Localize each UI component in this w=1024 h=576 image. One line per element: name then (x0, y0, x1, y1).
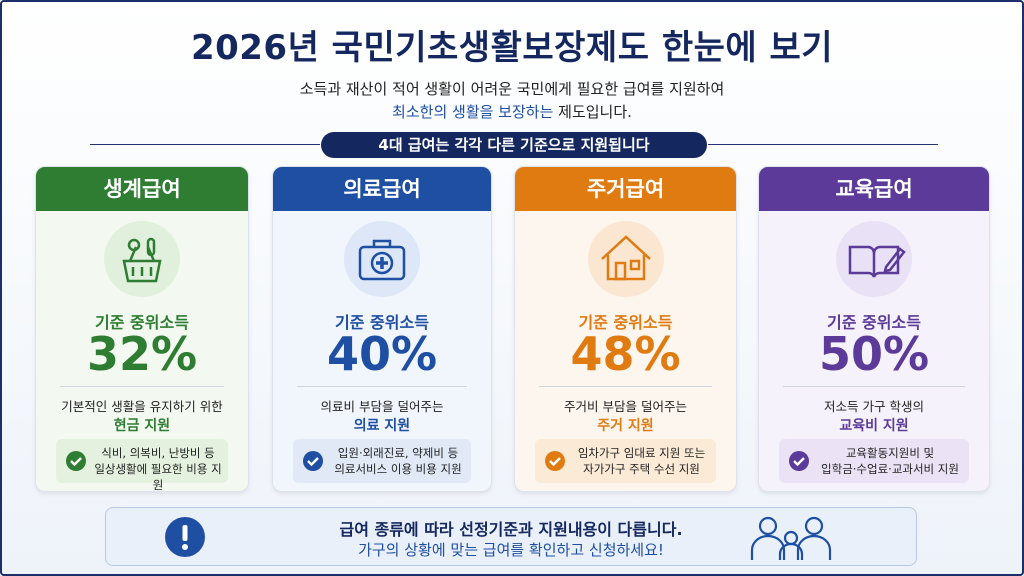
detail-line: 임차가구 임대료 지원 또는 (577, 446, 706, 460)
detail-line: 교육활동지원비 및 (845, 446, 935, 460)
footer-line: 급여 종류에 따라 선정기준과 지원내용이 다릅니다. (339, 520, 683, 539)
detail-line: 의료서비스 이용 비용 지원 (334, 462, 462, 476)
card-icon (104, 221, 180, 297)
divider (297, 386, 467, 387)
criterion: 기준 중위소득 (578, 313, 673, 332)
divider (539, 386, 712, 387)
card-icon (587, 221, 664, 297)
highlight: 현금 지원 (113, 418, 171, 434)
subtitle-emphasis: 최소한의 생활을 보장하는 (392, 103, 554, 121)
description: 저소득 가구 학생의 (824, 399, 924, 414)
subtitle-rest: 제도입니다. (553, 103, 632, 121)
rule (90, 144, 320, 145)
detail-line: 입원·외래진료, 약제비 등 (337, 446, 459, 460)
card-title: 의료급여 (273, 167, 491, 211)
divider (60, 386, 224, 387)
description: 기본적인 생활을 유지하기 위한 (61, 399, 223, 414)
check-icon (66, 451, 86, 471)
check-icon (303, 451, 323, 471)
divider (783, 386, 965, 387)
criterion: 기준 중위소득 (827, 313, 921, 332)
highlight: 의료 지원 (353, 418, 411, 434)
check-icon (789, 451, 809, 471)
percent: 40% (326, 327, 438, 381)
card-title: 생계급여 (36, 167, 248, 211)
subtitle: 최소한의 생활을 보장하는 제도입니다. (0, 101, 1024, 122)
description: 의료비 부담을 덜어주는 (320, 399, 444, 414)
criterion: 기준 중위소득 (335, 313, 429, 332)
footer-line: 가구의 상황에 맞는 급여를 확인하고 신청하세요! (358, 541, 664, 559)
card-title: 주거급여 (515, 167, 736, 211)
title: 2026년 국민기초생활보장제도 한눈에 보기 (190, 28, 834, 68)
highlight: 교육비 지원 (839, 418, 909, 434)
card-title: 교육급여 (759, 167, 989, 211)
alert-icon (165, 517, 205, 557)
footer: 급여 종류에 따라 선정기준과 지원내용이 다릅니다. 가구의 상황에 맞는 급… (105, 507, 917, 566)
rule (708, 144, 938, 145)
detail-line: 입학금·수업료·교과서비 지원 (821, 462, 959, 476)
subtitle: 소득과 재산이 적어 생활이 어려운 국민에게 필요한 급여를 지원하여 (299, 80, 725, 98)
card-icon (836, 221, 912, 297)
percent: 48% (570, 327, 681, 381)
card-icon (344, 221, 420, 297)
detail-line: 일상생활에 필요한 비용 지원 (94, 462, 222, 492)
description: 주거비 부담을 덜어주는 (564, 399, 687, 414)
criterion: 기준 중위소득 (95, 313, 189, 332)
highlight: 주거 지원 (597, 418, 654, 434)
detail-line: 식비, 의복비, 난방비 등 (101, 446, 215, 460)
detail-line: 자가가구 주택 수선 지원 (583, 462, 700, 476)
banner: 4대 급여는 각각 다른 기준으로 지원됩니다 (321, 132, 707, 158)
family-icon (750, 516, 832, 560)
percent: 50% (818, 327, 930, 381)
percent: 32% (86, 327, 198, 381)
check-icon (545, 451, 565, 471)
